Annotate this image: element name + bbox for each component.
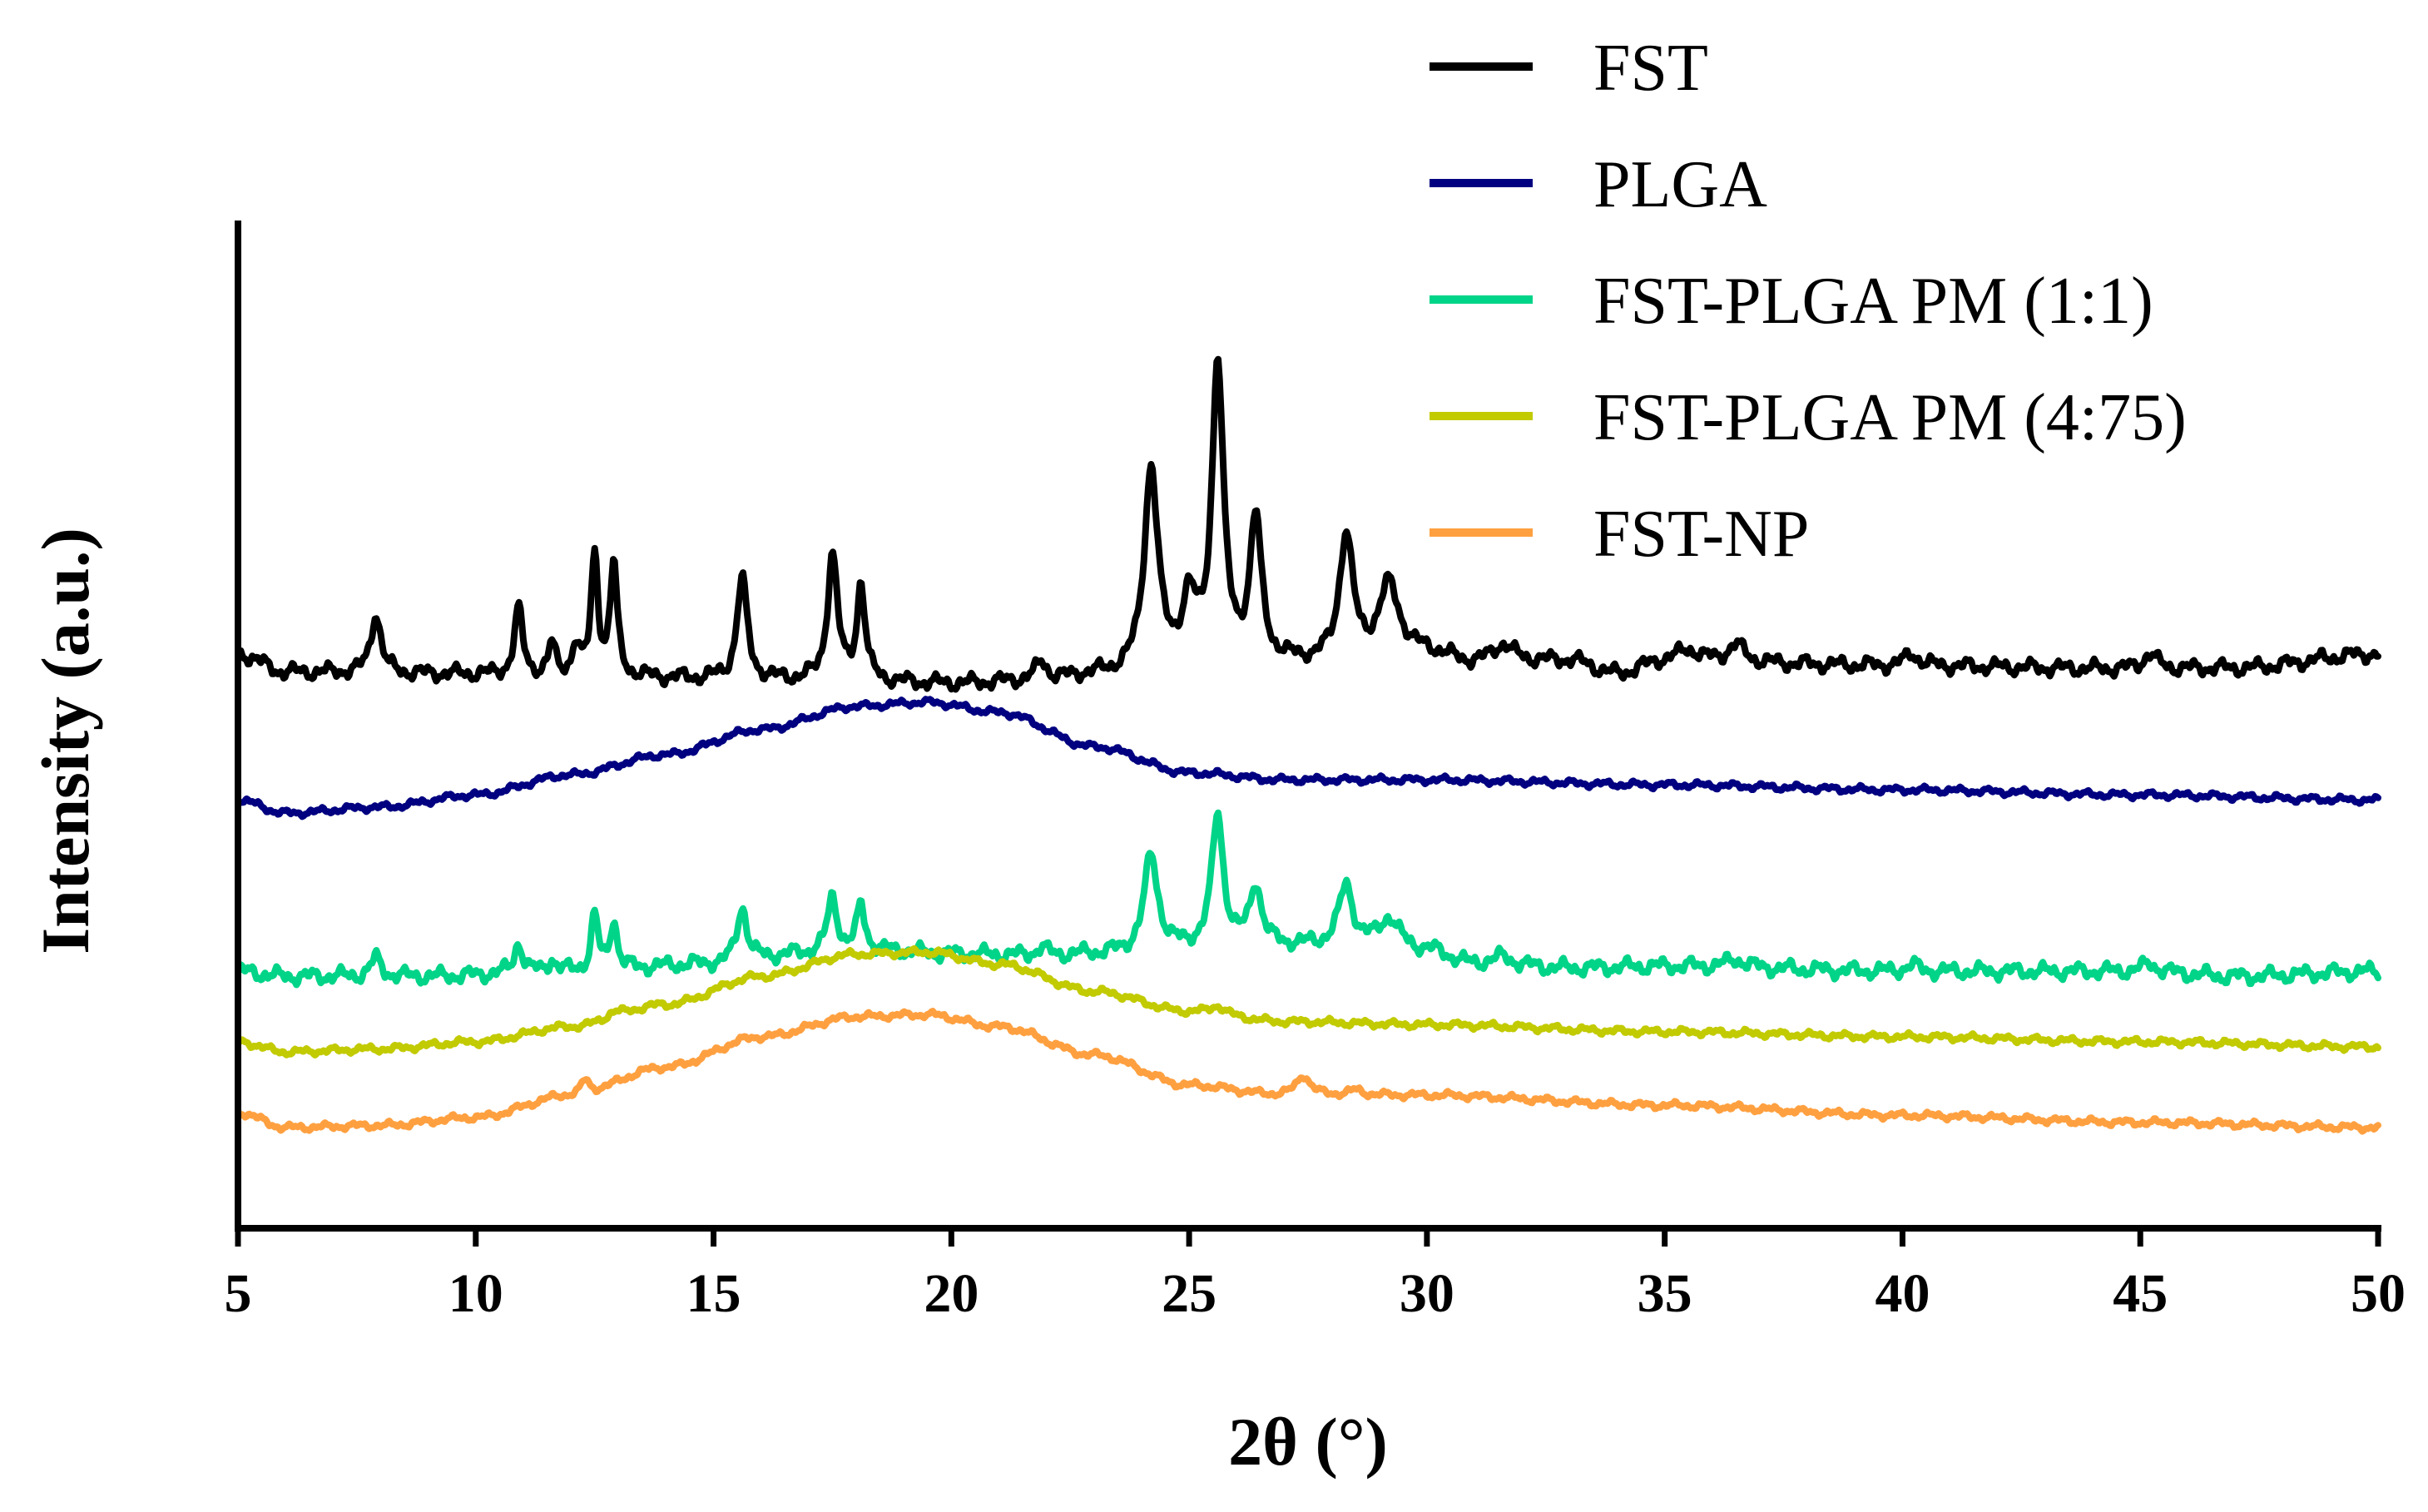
x-tick-label: 40 [1875, 1263, 1930, 1324]
x-tick-label: 30 [1400, 1263, 1454, 1324]
y-axis-title: Intensity (a.u.) [27, 528, 103, 954]
series-line-fst-plga-pm-4-75 [235, 944, 2381, 1058]
series-line-fst-plga-pm-1-1 [235, 809, 2381, 989]
legend-label: FST-NP [1593, 498, 1809, 571]
series-line-fst-np [235, 1008, 2381, 1135]
x-tick-label: 15 [686, 1263, 741, 1324]
legend-label: FST-PLGA PM (1:1) [1593, 265, 2153, 338]
x-tick-label: 10 [448, 1263, 503, 1324]
x-tick-label: 5 [225, 1263, 252, 1324]
x-tick-label: 25 [1162, 1263, 1216, 1324]
x-tick-label: 50 [2351, 1263, 2406, 1324]
series-line-plga [235, 696, 2381, 820]
legend-label: FST-PLGA PM (4:75) [1593, 381, 2187, 454]
plot-area: 5 10 15 20 25 30 35 40 45 50 [225, 221, 2406, 1324]
legend: FST PLGA FST-PLGA PM (1:1) FST-PLGA PM (4:7… [1430, 32, 2187, 571]
x-ticks: 5 10 15 20 25 30 35 40 45 50 [225, 1228, 2406, 1324]
series-line-fst [235, 355, 2381, 693]
x-tick-label: 35 [1638, 1263, 1692, 1324]
legend-label: PLGA [1593, 148, 1767, 221]
series-layer [235, 355, 2381, 1135]
x-tick-label: 20 [924, 1263, 979, 1324]
x-axis-title: 2θ (°) [1228, 1404, 1388, 1480]
x-tick-label: 45 [2113, 1263, 2168, 1324]
legend-label: FST [1593, 32, 1708, 105]
